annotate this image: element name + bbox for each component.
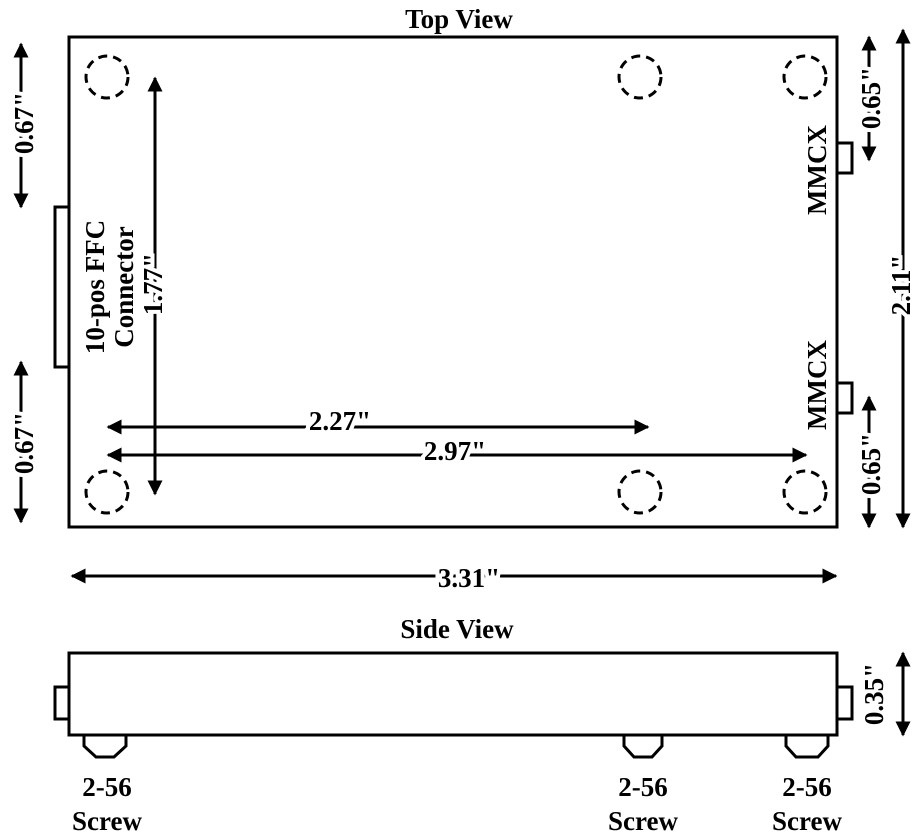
- dim-left-bottom: 0.67": [9, 412, 39, 474]
- dim-left-top: 0.67": [9, 92, 39, 154]
- screw-label-right-line1: 2-56: [782, 772, 832, 802]
- screw-label-middle-line2: Screw: [608, 806, 678, 836]
- screw-head-right: [784, 733, 830, 759]
- ffc-connector-label-line1: 10-pos FFC: [80, 220, 110, 354]
- side-view-title: Side View: [400, 614, 514, 644]
- screw-label-left-line1: 2-56: [82, 772, 132, 802]
- mmcx-connector-top: [835, 141, 854, 175]
- board-outline-top: [67, 35, 839, 529]
- screw-head-middle: [622, 733, 664, 759]
- mounting-hole-top-middle: [617, 54, 663, 100]
- mmcx-connector-bottom: [835, 381, 854, 415]
- mmcx-label-top: MMCX: [802, 125, 832, 215]
- mmcx-label-bottom: MMCX: [802, 340, 832, 430]
- mounting-hole-bottom-left: [84, 469, 130, 515]
- dim-total-height: 2.11": [886, 255, 915, 316]
- ffc-connector-label-line2: Connector: [109, 226, 139, 347]
- mounting-hole-top-left: [84, 54, 130, 100]
- dim-total-width: 3.31": [438, 563, 500, 593]
- screw-head-left: [82, 733, 128, 759]
- board-outline-side: [67, 651, 839, 737]
- mounting-hole-bottom-right: [782, 469, 828, 515]
- dim-inner-width: 2.27": [309, 406, 371, 436]
- dim-hole-span: 2.97": [424, 436, 486, 466]
- side-connector-left: [53, 685, 71, 721]
- screw-label-right-line2: Screw: [772, 806, 842, 836]
- dim-right-bottom: 0.65": [856, 433, 886, 495]
- dim-right-top: 0.65": [856, 67, 886, 129]
- ffc-connector: [53, 205, 71, 369]
- mounting-hole-top-right: [782, 54, 828, 100]
- side-connector-right: [835, 685, 854, 721]
- dim-vertical-holes: 1.77": [138, 253, 168, 315]
- mounting-hole-bottom-middle: [617, 469, 663, 515]
- top-view-title: Top View: [405, 4, 513, 34]
- screw-label-left-line2: Screw: [72, 806, 142, 836]
- dim-side-height: 0.35": [859, 663, 889, 725]
- screw-label-middle-line1: 2-56: [618, 772, 668, 802]
